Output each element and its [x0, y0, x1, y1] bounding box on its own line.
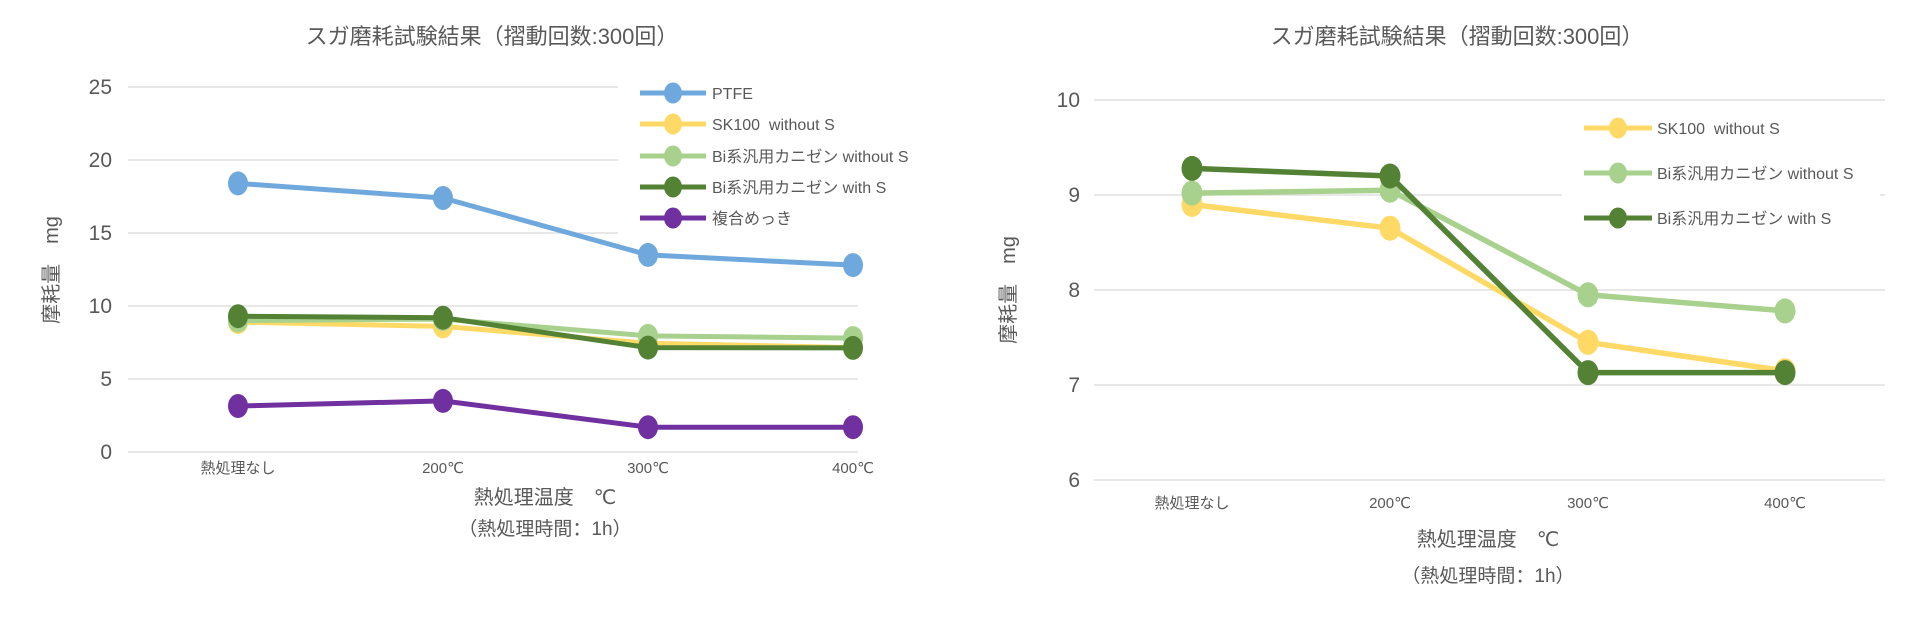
data-point-marker — [1774, 360, 1796, 386]
legend-marker-swatch — [664, 113, 682, 135]
series-line — [235, 313, 856, 351]
chart-wear-full-range: 0 5 10 15 20 25 スガ磨耗試験結果（摺動回数:300回） 摩耗量 mg 熱処理なし… — [0, 0, 960, 626]
data-point-marker — [638, 415, 658, 440]
x-axis-title: 熱処理温度 ℃ — [1417, 528, 1559, 551]
data-point-marker — [433, 388, 453, 413]
x-axis-title: 熱処理温度 ℃ — [474, 486, 616, 509]
data-point-marker — [1577, 282, 1599, 308]
series-line — [1189, 201, 1788, 374]
series-line — [235, 398, 856, 430]
x-tick-label: 200℃ — [422, 460, 464, 477]
data-point-marker — [1379, 163, 1401, 189]
legend-label: SK100 without S — [712, 117, 835, 134]
y-tick-label: 8 — [1068, 279, 1080, 302]
chart-title: スガ磨耗試験結果（摺動回数:300回） — [1271, 24, 1644, 49]
legend-marker-swatch — [1609, 117, 1627, 139]
data-point-marker — [1577, 329, 1599, 355]
data-point-marker — [638, 335, 658, 360]
chart-title: スガ磨耗試験結果（摺動回数:300回） — [306, 24, 679, 49]
x-tick-label: 熱処理なし — [200, 460, 275, 477]
x-tick-label: 熱処理なし — [1154, 495, 1229, 512]
y-tick-label: 0 — [100, 441, 112, 464]
y-tick-label: 7 — [1068, 374, 1080, 397]
data-point-marker — [1181, 180, 1203, 206]
legend-label: Bi系汎用カニゼン with S — [1657, 210, 1831, 228]
legend-label: Bi系汎用カニゼン with S — [712, 179, 886, 197]
x-tick-label: 400℃ — [832, 460, 874, 477]
x-tick-label: 300℃ — [627, 460, 669, 477]
y-axis-title: 摩耗量 mg — [997, 236, 1020, 344]
legend-label: PTFE — [712, 86, 753, 103]
y-tick-label: 10 — [89, 295, 112, 318]
data-point-marker — [1379, 215, 1401, 241]
data-point-marker — [843, 415, 863, 440]
data-point-marker — [843, 253, 863, 278]
legend-label: 複合めっき — [712, 210, 792, 228]
series-line — [235, 180, 856, 268]
chart-wear-zoomed: 6 7 8 9 10 スガ磨耗試験結果（摺動回数:300回） 摩耗量 mg 熱処理なし 200℃… — [960, 0, 1920, 626]
data-point-marker — [433, 186, 453, 210]
legend-marker-swatch — [1609, 207, 1627, 229]
y-tick-label: 15 — [89, 222, 112, 245]
series-line — [1189, 187, 1788, 314]
x-tick-label: 300℃ — [1567, 495, 1609, 512]
legend-label: Bi系汎用カニゼン without S — [712, 148, 909, 166]
y-axis-title: 摩耗量 mg — [40, 216, 63, 324]
y-tick-label: 6 — [1068, 469, 1080, 492]
data-point-marker — [1181, 155, 1203, 181]
legend-marker-swatch — [664, 82, 682, 104]
data-point-marker — [228, 304, 248, 329]
y-tick-label: 5 — [100, 368, 112, 391]
data-point-marker — [843, 335, 863, 360]
y-tick-label: 20 — [89, 149, 112, 172]
data-point-marker — [228, 171, 248, 196]
data-point-marker — [1577, 360, 1599, 386]
line-chart-zoomed: 6 7 8 9 10 スガ磨耗試験結果（摺動回数:300回） 摩耗量 mg 熱処理なし 200℃… — [997, 24, 1885, 587]
data-point-marker — [638, 242, 658, 267]
data-point-marker — [433, 305, 453, 330]
legend-marker-swatch — [664, 207, 682, 229]
y-tick-label: 25 — [89, 76, 112, 99]
legend-label: SK100 without S — [1657, 121, 1780, 138]
line-chart-full-range: 0 5 10 15 20 25 スガ磨耗試験結果（摺動回数:300回） 摩耗量 mg 熱処理なし… — [40, 24, 909, 540]
series-line — [235, 316, 856, 341]
x-axis-annotation: （熱処理時間：1h） — [458, 518, 631, 540]
data-point-marker — [1774, 298, 1796, 324]
x-tick-label: 200℃ — [1369, 495, 1411, 512]
legend-marker-swatch — [664, 145, 682, 167]
y-tick-label: 9 — [1068, 184, 1080, 207]
legend-marker-swatch — [1609, 162, 1627, 184]
y-tick-label: 10 — [1057, 89, 1080, 112]
series-line — [1189, 165, 1788, 376]
legend-marker-swatch — [664, 176, 682, 198]
legend-background — [618, 76, 884, 242]
x-tick-label: 400℃ — [1764, 495, 1806, 512]
x-axis-annotation: （熱処理時間：1h） — [1401, 565, 1574, 587]
legend-label: Bi系汎用カニゼン without S — [1657, 165, 1854, 183]
data-point-marker — [228, 394, 248, 418]
